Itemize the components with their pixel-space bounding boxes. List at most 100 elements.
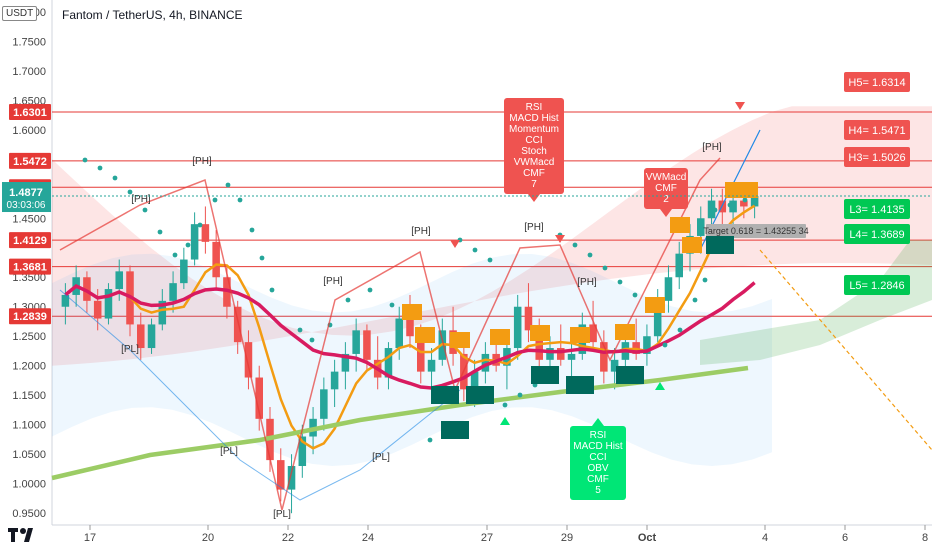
resistance-box xyxy=(844,72,910,92)
resistance-label: H5= 1.6314 xyxy=(848,77,905,89)
pivot-low-label: [PL] xyxy=(372,452,390,463)
sar-dot xyxy=(212,197,218,203)
signal-box-orange xyxy=(490,329,510,345)
sar-dot xyxy=(82,157,88,163)
candle-body xyxy=(244,342,253,378)
bear-divergence-text: RSI xyxy=(526,102,543,113)
bear-divergence-text: Stoch xyxy=(521,146,547,157)
pivot-low-label: [PL] xyxy=(121,344,139,355)
price-tick-label: 1.3500 xyxy=(12,272,46,284)
pivot-high-label: [PH] xyxy=(323,276,343,287)
sar-dot xyxy=(97,165,103,171)
support-box xyxy=(844,199,910,219)
candle-body xyxy=(255,377,263,419)
bear-divergence-text: CCI xyxy=(525,135,542,146)
time-tick-label: Oct xyxy=(638,532,657,544)
ma-orange-line xyxy=(64,204,756,450)
sar-dot xyxy=(742,197,748,203)
sar-dot xyxy=(517,392,523,398)
chart-title: Fantom / TetherUS, 4h, BINANCE xyxy=(62,8,243,22)
signal-box-orange xyxy=(615,324,635,340)
candle-body xyxy=(567,353,576,360)
price-tick-label: 1.7000 xyxy=(12,66,46,78)
currency-badge[interactable]: USDT xyxy=(2,6,38,21)
signal-box-orange xyxy=(645,297,665,313)
price-tick-label: 1.0000 xyxy=(12,479,46,491)
candle-body xyxy=(653,300,662,337)
bull-divergence-pointer xyxy=(592,418,604,426)
resistance-label: H4= 1.5471 xyxy=(848,125,905,137)
candle-body xyxy=(83,277,91,301)
signal-box-teal xyxy=(441,421,469,439)
sar-dot xyxy=(487,257,493,263)
price-tick-label: 1.4500 xyxy=(12,213,46,225)
candle-body xyxy=(406,318,414,337)
support-box xyxy=(844,224,910,244)
signal-box-teal xyxy=(706,236,734,254)
candle-body xyxy=(740,200,748,207)
bull-divergence-box xyxy=(570,426,626,500)
sar-dot xyxy=(225,182,231,188)
price-tick-label: 1.6000 xyxy=(12,125,46,137)
candle-body xyxy=(395,318,403,349)
bear-divergence-small-text: 2 xyxy=(663,194,669,205)
time-tick-label: 22 xyxy=(282,532,294,544)
support-label: L3= 1.4135 xyxy=(849,204,904,216)
support-box xyxy=(844,275,910,295)
price-tick-label: 1.2000 xyxy=(12,361,46,373)
signal-box-teal xyxy=(566,376,594,394)
level-tag-text: 1.6301 xyxy=(13,107,47,119)
time-tick-label: 8 xyxy=(922,532,928,544)
sar-dot xyxy=(502,402,508,408)
candle-body xyxy=(384,348,393,378)
pivot-high-label: [PH] xyxy=(702,142,722,153)
candle-body xyxy=(513,306,522,349)
sar-dot xyxy=(427,437,433,443)
candle-body xyxy=(729,200,737,213)
candle-body xyxy=(363,330,371,360)
bear-divergence-text: CMF xyxy=(523,168,545,179)
sar-dot xyxy=(309,337,315,343)
sar-dot xyxy=(157,229,163,235)
sar-dot xyxy=(367,287,373,293)
sar-dot xyxy=(112,175,118,181)
signal-box-orange xyxy=(415,327,435,343)
bear-divergence-small-pointer xyxy=(660,209,672,217)
tradingview-logo-icon[interactable] xyxy=(6,524,40,544)
bear-divergence-small-box xyxy=(644,168,688,209)
sell-marker xyxy=(555,235,565,243)
bull-divergence-text: OBV xyxy=(587,463,608,474)
resistance-label: H3= 1.5026 xyxy=(848,152,905,164)
pivot-high-label: [PH] xyxy=(577,277,597,288)
bear-divergence-box xyxy=(504,98,564,194)
sar-dot xyxy=(662,342,668,348)
candle-body xyxy=(481,353,490,372)
pivot-low-label: [PL] xyxy=(273,509,291,520)
price-tick-label: 1.1500 xyxy=(12,390,46,402)
sar-dot xyxy=(389,302,395,308)
candle-body xyxy=(470,371,479,390)
price-tick-label: 1.2500 xyxy=(12,331,46,343)
candle-body xyxy=(104,289,113,319)
ma-red-line xyxy=(64,281,756,390)
buy-marker xyxy=(500,417,510,425)
bull-divergence-text: CMF xyxy=(587,474,609,485)
pivot-high-label: [PH] xyxy=(524,222,544,233)
bear-divergence-text: Momentum xyxy=(509,124,559,135)
projection-line xyxy=(759,249,932,451)
future-cloud xyxy=(700,240,932,365)
candle-body xyxy=(417,336,425,372)
level-tag xyxy=(9,258,51,275)
pivot-high-label: [PH] xyxy=(131,194,151,205)
bollinger-band xyxy=(52,253,772,466)
target-box xyxy=(706,224,806,238)
signal-box-teal xyxy=(466,386,494,404)
bull-divergence-text: MACD Hist xyxy=(573,441,623,452)
candle-body xyxy=(352,330,360,354)
bull-divergence-text: 5 xyxy=(595,485,601,496)
candle-body xyxy=(707,200,716,219)
candle-body xyxy=(330,371,339,390)
sar-dot xyxy=(702,277,708,283)
time-tick-label: 4 xyxy=(762,532,768,544)
